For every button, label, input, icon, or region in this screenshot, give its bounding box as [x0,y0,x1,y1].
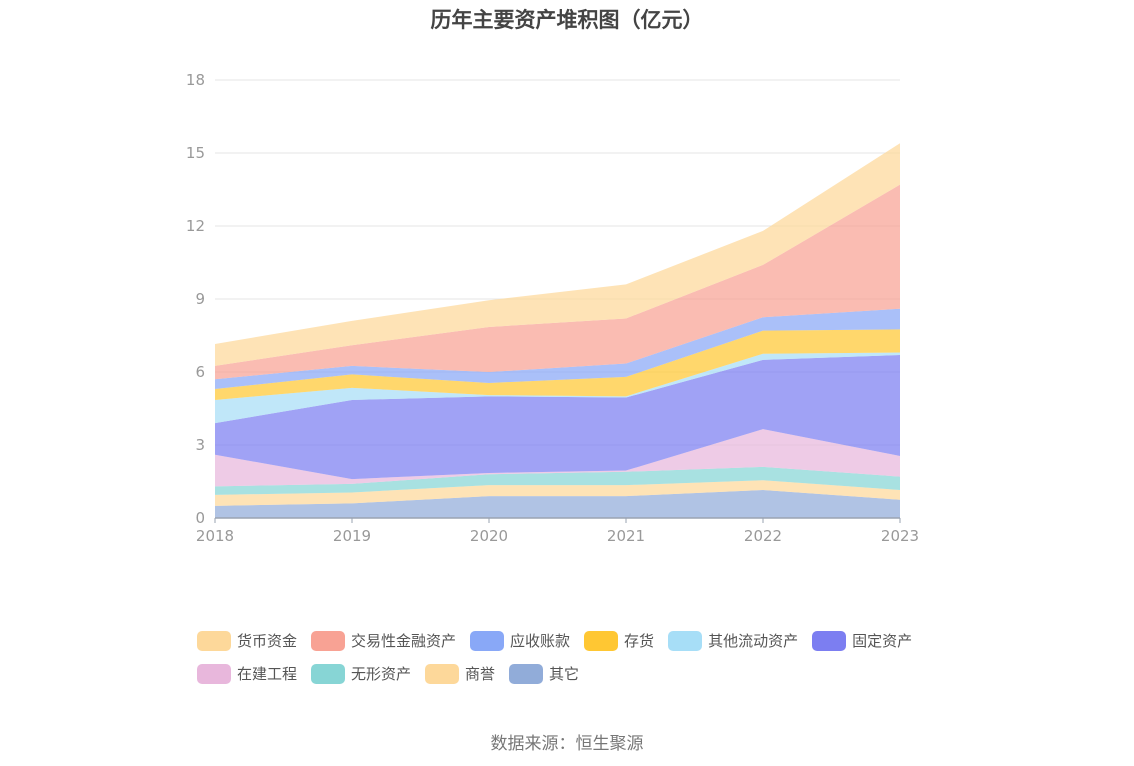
legend-swatch [509,663,544,684]
legend-item-交易性金融资产[interactable]: 交易性金融资产 [311,630,456,651]
legend-item-在建工程[interactable]: 在建工程 [197,663,297,684]
chart-title: 历年主要资产堆积图（亿元） [430,8,704,32]
legend-label: 无形资产 [351,665,412,683]
legend-label: 应收账款 [510,632,571,650]
area-series-商誉[interactable] [215,480,900,506]
y-tick-label: 15 [186,144,205,162]
legend-item-无形资产[interactable]: 无形资产 [311,663,411,684]
legend-swatch [311,630,346,651]
legend-swatch [584,630,619,651]
legend-label: 其它 [549,665,580,683]
legend-swatch [812,630,847,651]
area-series-固定资产[interactable] [215,354,900,480]
legend-swatch [311,663,346,684]
area-series-在建工程[interactable] [215,429,900,487]
x-tick-label: 2020 [470,527,508,545]
legend-row: 在建工程 无形资产 商誉 其它 [197,663,957,684]
axes: 0 3 6 9 12 15 18 2018 2019 2020 2021 2022 2023 [186,71,919,545]
area-series-layer [215,143,900,518]
legend-label: 商誉 [465,665,496,683]
legend-swatch [668,630,703,651]
legend-label: 货币资金 [237,632,298,650]
x-tick-label: 2018 [196,527,234,545]
y-tick-label: 9 [195,290,205,308]
y-tick-label: 12 [186,217,205,235]
legend-label: 固定资产 [852,632,913,650]
legend-swatch [470,630,505,651]
legend-swatch [197,630,231,651]
area-series-货币资金[interactable] [215,143,900,366]
legend-swatch [197,663,231,684]
area-series-交易性金融资产[interactable] [215,184,900,380]
y-tick-label: 6 [195,363,205,381]
x-tick-label: 2019 [333,527,371,545]
y-tick-label: 3 [195,436,205,454]
legend-row: 货币资金 交易性金融资产 应收账款 存货 其他流动资产 固定资产 [197,630,957,651]
area-series-无形资产[interactable] [215,466,900,495]
legend-label: 其他流动资产 [708,632,799,650]
x-tick-label: 2022 [744,527,782,545]
legend-item-固定资产[interactable]: 固定资产 [812,630,912,651]
stacked-area-chart: 0 3 6 9 12 15 18 2018 2019 2020 2021 2022 2023 [186,71,919,545]
legend: 货币资金 交易性金融资产 应收账款 存货 其他流动资产 固定资产在建工程 无形资产 商誉 其它 [197,630,957,696]
legend-item-商誉[interactable]: 商誉 [425,663,495,684]
legend-item-其他流动资产[interactable]: 其他流动资产 [668,630,798,651]
legend-item-其它[interactable]: 其它 [509,663,579,684]
legend-label: 存货 [624,632,655,650]
x-tick-label: 2021 [607,527,645,545]
source-note: 数据来源：恒生聚源 [490,734,644,754]
area-series-存货[interactable] [215,329,900,400]
y-tick-label: 18 [186,71,205,89]
area-series-应收账款[interactable] [215,308,900,390]
legend-item-存货[interactable]: 存货 [584,630,654,651]
legend-item-货币资金[interactable]: 货币资金 [197,630,297,651]
x-tick-label: 2023 [881,527,919,545]
legend-swatch [425,663,460,684]
area-series-其它[interactable] [215,490,900,518]
legend-item-应收账款[interactable]: 应收账款 [470,630,570,651]
y-tick-label: 0 [195,509,205,527]
legend-label: 交易性金融资产 [351,632,457,650]
legend-label: 在建工程 [237,665,298,683]
